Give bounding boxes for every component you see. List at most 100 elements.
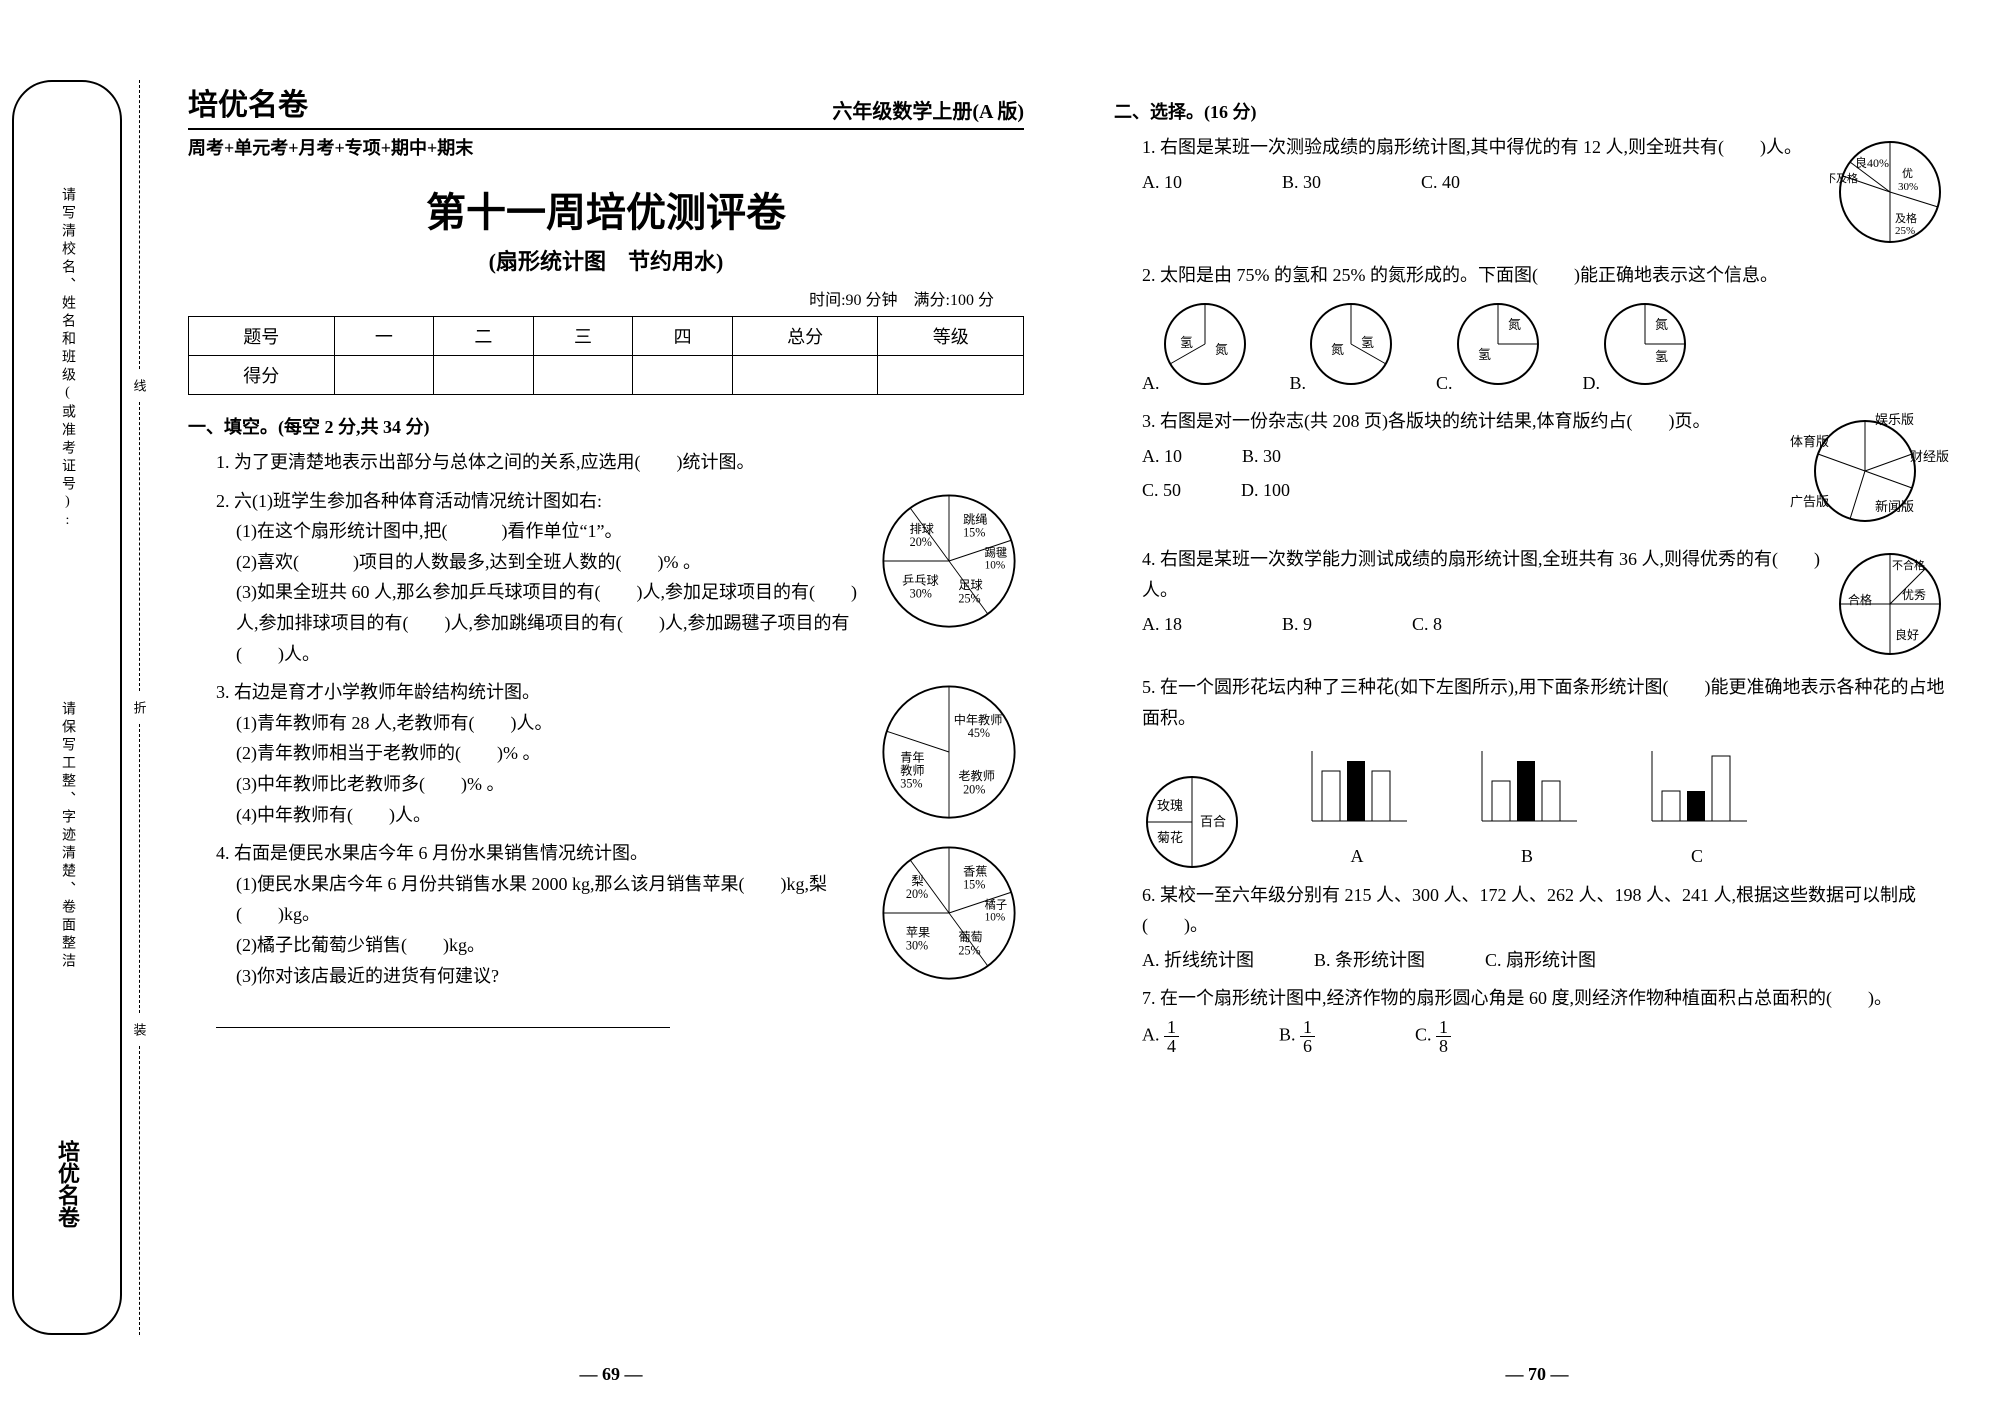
svg-text:30%: 30% <box>906 939 928 953</box>
table-row: 题号 一 二 三 四 总分 等级 <box>189 317 1024 356</box>
svg-text:财经版: 财经版 <box>1910 449 1949 464</box>
svg-text:苹果: 苹果 <box>906 926 930 940</box>
opt-c[interactable]: C. 40 <box>1421 167 1460 198</box>
q24-pie: 不合格 优秀 良好 合格 <box>1830 544 1950 664</box>
section-1-title: 一、填空。(每空 2 分,共 34 分) <box>188 413 1024 439</box>
page-number: — 70 — <box>1074 1364 2000 1385</box>
grade-label: 六年级数学上册(A 版) <box>832 95 1024 124</box>
cut-label: 线 <box>130 379 149 392</box>
opt-a[interactable]: A. 18 <box>1142 609 1182 640</box>
q25-opt-b[interactable]: B <box>1472 741 1582 871</box>
svg-text:优: 优 <box>1902 167 1913 180</box>
svg-text:15%: 15% <box>963 878 985 892</box>
svg-text:新闻版: 新闻版 <box>1875 499 1914 514</box>
svg-text:不合格: 不合格 <box>1892 558 1925 572</box>
svg-text:氢: 氢 <box>1478 347 1491 362</box>
opt-c[interactable]: C. 8 <box>1412 609 1442 640</box>
svg-text:合格: 合格 <box>1848 592 1872 607</box>
page-number: — 69 — <box>148 1364 1074 1385</box>
gutter-text: 请保写工整、字迹清楚、卷面整洁 <box>57 701 77 971</box>
svg-text:20%: 20% <box>906 887 928 901</box>
svg-text:及格: 及格 <box>1895 211 1917 225</box>
q2-2: 2. 太阳是由 75% 的氢和 25% 的氮形成的。下面图( )能正确地表示这个… <box>1142 260 1950 398</box>
svg-text:优秀: 优秀 <box>1902 588 1926 602</box>
svg-text:25%: 25% <box>958 591 980 605</box>
svg-text:葡萄: 葡萄 <box>958 930 982 944</box>
svg-text:氮: 氮 <box>1215 342 1228 357</box>
page-left: 培优名卷 六年级数学上册(A 版) 周考+单元考+月考+专项+期中+期末 第十一… <box>148 0 1074 1415</box>
opt-c[interactable]: C. 扇形统计图 <box>1485 945 1596 976</box>
svg-text:氮: 氮 <box>1508 317 1521 332</box>
opt-a[interactable]: A. 10 <box>1142 441 1182 472</box>
opt-b[interactable]: B. 30 <box>1242 441 1281 472</box>
svg-text:35%: 35% <box>900 777 922 791</box>
svg-text:氮: 氮 <box>1655 317 1668 332</box>
q22-opt-d[interactable]: 氮氢 <box>1600 299 1690 389</box>
svg-text:30%: 30% <box>910 586 932 600</box>
svg-text:踢毽: 踢毽 <box>985 545 1008 559</box>
page-right: 二、选择。(16 分) 1. 右图是某班一次测验成绩的扇形统计图,其中得优的有 … <box>1074 0 2000 1415</box>
q1-2: 2. 六(1)班学生参加各种体育活动情况统计图如右: (1)在这个扇形统计图中,… <box>216 486 1024 670</box>
q25-flower-pie: 玫瑰 菊花 百合 <box>1142 772 1242 872</box>
svg-text:20%: 20% <box>910 535 932 549</box>
q2-7: 7. 在一个扇形统计图中,经济作物的扇形圆心角是 60 度,则经济作物种植面积占… <box>1142 983 1950 1055</box>
q2-4: 4. 右图是某班一次数学能力测试成绩的扇形统计图,全班共有 36 人,则得优秀的… <box>1142 544 1950 664</box>
svg-text:广告版: 广告版 <box>1790 494 1829 509</box>
gutter-text: 请写清校名、姓名和班级(或准考证号): <box>57 187 77 532</box>
score-table: 题号 一 二 三 四 总分 等级 得分 <box>188 316 1024 395</box>
svg-text:跳绳: 跳绳 <box>963 512 987 526</box>
exam-types: 周考+单元考+月考+专项+期中+期末 <box>188 134 1024 160</box>
svg-text:教师: 教师 <box>900 763 924 778</box>
q25-opt-c[interactable]: C <box>1642 741 1752 871</box>
q2-3: 3. 右图是对一份杂志(共 208 页)各版块的统计结果,体育版约占( )页。 … <box>1142 406 1950 536</box>
answer-line[interactable] <box>216 1005 670 1028</box>
svg-text:10%: 10% <box>985 912 1006 924</box>
teachers-pie-chart: 中年教师45% 青年教师35% 老教师20% <box>874 677 1024 827</box>
svg-text:足球: 足球 <box>958 578 982 592</box>
svg-text:不及格: 不及格 <box>1830 171 1858 185</box>
q25-opt-a[interactable]: A <box>1302 741 1412 871</box>
opt-b[interactable]: B. 条形统计图 <box>1314 945 1425 976</box>
svg-text:氢: 氢 <box>1180 335 1193 350</box>
svg-text:体育版: 体育版 <box>1790 434 1829 449</box>
binding-gutter: 请写清校名、姓名和班级(或准考证号): 请保写工整、字迹清楚、卷面整洁 培优名卷 <box>12 80 122 1335</box>
opt-d[interactable]: D. 100 <box>1241 475 1290 506</box>
brand-vertical: 培优名卷 <box>51 1140 83 1228</box>
fold-label: 折 <box>130 701 149 714</box>
svg-text:青年: 青年 <box>900 751 924 765</box>
svg-text:30%: 30% <box>1898 181 1918 193</box>
section-2-title: 二、选择。(16 分) <box>1114 98 1950 124</box>
q21-pie: 良40% 优30% 及格25% 不及格 <box>1830 132 1950 252</box>
svg-text:氢: 氢 <box>1361 335 1374 350</box>
opt-b[interactable]: B. 30 <box>1282 167 1321 198</box>
svg-text:氢: 氢 <box>1655 349 1668 364</box>
svg-text:百合: 百合 <box>1200 814 1226 829</box>
q23-pie: 娱乐版 财经版 新闻版 广告版 体育版 <box>1780 406 1950 536</box>
svg-text:排球: 排球 <box>910 521 934 535</box>
q22-opt-b[interactable]: 氮氢 <box>1306 299 1396 389</box>
time-score: 时间:90 分钟 满分:100 分 <box>188 286 1024 310</box>
svg-text:香蕉: 香蕉 <box>963 865 987 879</box>
svg-text:菊花: 菊花 <box>1157 830 1183 845</box>
opt-a[interactable]: A. 折线统计图 <box>1142 945 1254 976</box>
page-header: 培优名卷 六年级数学上册(A 版) <box>188 80 1024 130</box>
svg-text:15%: 15% <box>963 525 985 539</box>
opt-b[interactable]: B. 16 <box>1279 1018 1315 1055</box>
q2-1: 1. 右图是某班一次测验成绩的扇形统计图,其中得优的有 12 人,则全班共有( … <box>1142 132 1950 252</box>
q22-opt-c[interactable]: 氮氢 <box>1453 299 1543 389</box>
table-row: 得分 <box>189 356 1024 395</box>
opt-b[interactable]: B. 9 <box>1282 609 1312 640</box>
svg-text:良40%: 良40% <box>1855 155 1889 170</box>
paper-title: 第十一周培优测评卷 <box>188 180 1024 238</box>
svg-text:45%: 45% <box>968 726 990 740</box>
q2-5: 5. 在一个圆形花坛内种了三种花(如下左图所示),用下面条形统计图( )能更准确… <box>1142 672 1950 871</box>
svg-text:氮: 氮 <box>1331 342 1344 357</box>
svg-text:老教师: 老教师 <box>958 768 995 783</box>
opt-c[interactable]: C. 18 <box>1415 1018 1451 1055</box>
q1-1: 1. 为了更清楚地表示出部分与总体之间的关系,应选用( )统计图。 <box>216 447 1024 478</box>
q22-opt-a[interactable]: 氢氮 <box>1160 299 1250 389</box>
opt-a[interactable]: A. 14 <box>1142 1018 1179 1055</box>
opt-a[interactable]: A. 10 <box>1142 167 1182 198</box>
opt-c[interactable]: C. 50 <box>1142 475 1181 506</box>
svg-text:玫瑰: 玫瑰 <box>1157 798 1183 813</box>
